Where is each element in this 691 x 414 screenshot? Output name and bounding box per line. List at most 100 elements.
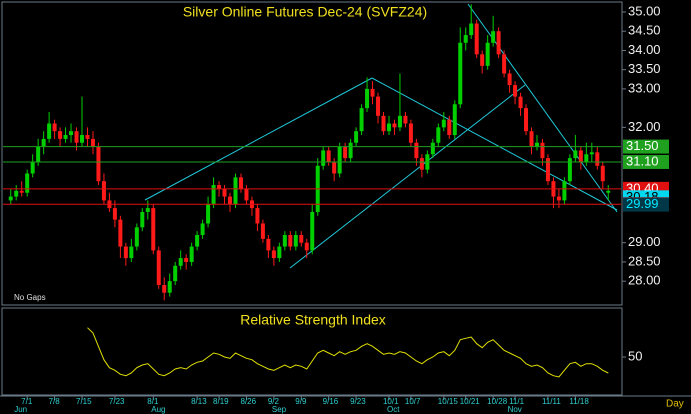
rsi-tick-label: 50: [628, 348, 642, 363]
candle-body: [217, 185, 222, 189]
x-tick-label: 11/18: [569, 397, 589, 406]
candle-body: [524, 108, 529, 132]
candle-body: [101, 181, 106, 201]
candle-body: [118, 219, 123, 247]
candle-body: [304, 242, 309, 251]
candle-body: [63, 135, 68, 139]
level-box: [623, 197, 669, 212]
candle-body: [30, 161, 35, 174]
candle-body: [376, 96, 381, 116]
candle-body: [206, 204, 211, 224]
x-tick-label: 8/19: [213, 397, 229, 406]
candle-body: [222, 188, 227, 197]
candle-body: [430, 142, 435, 155]
candle-body: [529, 131, 534, 147]
candle-body: [178, 258, 183, 266]
note: No Gaps: [14, 293, 46, 302]
candle-body: [85, 135, 90, 139]
candle-body: [41, 138, 46, 147]
candle-body: [414, 142, 419, 159]
candle-body: [52, 123, 57, 132]
candle-body: [244, 188, 249, 201]
x-tick-label: 8/13: [191, 397, 207, 406]
candle-body: [80, 135, 85, 143]
candle-body: [96, 146, 101, 182]
candle-body: [260, 223, 265, 239]
candle-body: [562, 181, 567, 201]
candle-body: [485, 42, 490, 66]
candle-body: [354, 131, 359, 143]
candle-body: [271, 250, 276, 259]
rsi-title: Relative Strength Index: [240, 312, 386, 328]
candle-body: [74, 131, 79, 143]
candle-body: [469, 23, 474, 36]
candle-body: [134, 227, 139, 247]
rsi-panel: [1, 307, 623, 396]
x-tick-label: 9/16: [323, 397, 339, 406]
candle-body: [288, 235, 293, 247]
trendline: [289, 84, 526, 269]
x-tick-label: 7/15: [76, 397, 92, 406]
candle-body: [474, 23, 479, 55]
candle-body: [578, 150, 583, 162]
candle-body: [600, 165, 605, 182]
candle-body: [502, 54, 507, 74]
x-unit: Day: [666, 399, 684, 410]
candle-body: [436, 127, 441, 143]
candle-body: [447, 119, 452, 136]
candle-body: [47, 123, 52, 139]
x-tick-label: 11/11: [542, 397, 561, 406]
candle-body: [129, 246, 134, 259]
candle-body: [14, 190, 19, 197]
candle-body: [233, 177, 238, 205]
candle-body: [145, 208, 150, 212]
candle-body: [408, 123, 413, 143]
y-tick-label: 29.00: [628, 234, 661, 249]
candle-body: [69, 131, 74, 136]
candle-body: [19, 190, 24, 193]
y-tick-label: 33.50: [628, 61, 661, 76]
month-label: Oct: [387, 405, 400, 414]
candle-body: [151, 208, 156, 251]
candle-body: [310, 211, 315, 251]
trendline: [371, 77, 618, 211]
candle-body: [403, 115, 408, 124]
y-tick-label: 35.00: [628, 3, 661, 18]
candle-body: [293, 235, 298, 247]
rsi-line: [87, 327, 609, 378]
candle-body: [58, 131, 63, 139]
y-tick-label: 33.00: [628, 80, 661, 95]
candle-body: [491, 31, 496, 43]
candle-body: [299, 235, 304, 243]
candle-body: [25, 173, 30, 193]
candle-body: [156, 250, 161, 286]
x-tick-label: 10/21: [460, 397, 481, 406]
month-label: Jun: [14, 405, 27, 414]
candle-body: [337, 146, 342, 174]
level-label: 29.99: [626, 196, 659, 211]
candle-body: [540, 142, 545, 159]
candle-body: [556, 196, 561, 201]
candle-body: [343, 146, 348, 159]
candle-body: [545, 158, 550, 182]
candle-body: [90, 138, 95, 147]
x-tick-label: 8/26: [240, 397, 256, 406]
candle-body: [167, 281, 172, 293]
candle-body: [441, 119, 446, 128]
candle-body: [112, 208, 117, 220]
y-tick-label: 34.00: [628, 42, 661, 57]
candle-body: [513, 85, 518, 97]
candle-body: [458, 42, 463, 105]
candle-body: [381, 115, 386, 132]
candle-body: [518, 96, 523, 109]
candle-body: [397, 115, 402, 128]
candle-body: [140, 211, 145, 228]
trendline: [144, 77, 373, 201]
y-tick-label: 32.00: [628, 119, 661, 134]
candle-body: [238, 177, 243, 189]
x-tick-label: 9/9: [295, 397, 307, 406]
candle-body: [228, 196, 233, 205]
price-panel: [1, 1, 623, 306]
candle-body: [266, 238, 271, 251]
